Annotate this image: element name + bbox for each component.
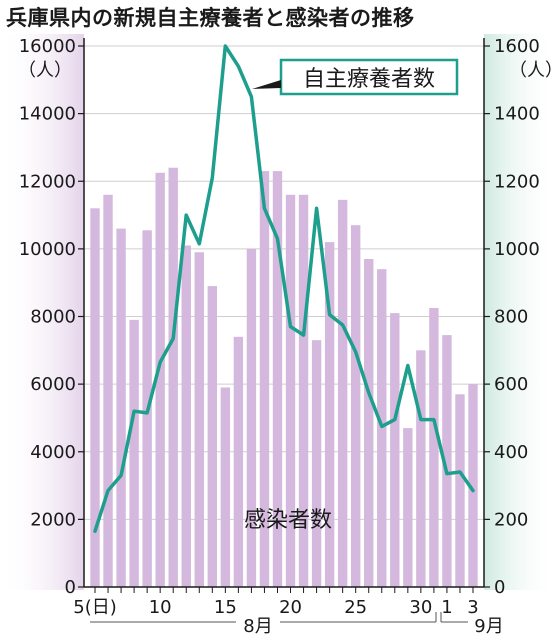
- right-tick-label: 1000: [494, 239, 540, 260]
- bar: [181, 245, 191, 587]
- x-tick-label: 3: [467, 597, 478, 618]
- month-label-sep: 9月: [474, 616, 503, 637]
- bar: [168, 167, 178, 587]
- x-tick-label: 20: [279, 597, 302, 618]
- bar: [403, 428, 413, 587]
- line-series: [93, 44, 475, 533]
- bar: [90, 208, 100, 588]
- right-tick-label: 1200: [494, 171, 540, 192]
- line-legend-pointer: [252, 80, 281, 89]
- bar: [324, 242, 335, 588]
- x-tick-label: 1: [441, 597, 452, 618]
- bar: [429, 308, 439, 587]
- bar: [390, 313, 400, 587]
- bar: [103, 194, 113, 587]
- left-axis-band: [0, 34, 84, 590]
- left-axis-ticks: 0 2000 4000 6000 8000 10000 12000 14000 16000: [19, 36, 84, 598]
- bar: [468, 384, 478, 587]
- right-tick-label: 200: [494, 509, 528, 530]
- bar: [285, 194, 296, 587]
- x-axis-ticks: 5(日) 10 15 20 25 30 1 3: [73, 587, 479, 618]
- line-legend-label: 自主療養者数: [303, 67, 435, 92]
- month-brackets: [90, 612, 508, 634]
- bar: [259, 171, 270, 587]
- bar: [298, 194, 309, 587]
- left-tick-label: 6000: [30, 374, 76, 395]
- bar-series-label: 感染者数: [244, 508, 332, 533]
- left-tick-label: 10000: [19, 239, 76, 260]
- bar: [220, 387, 231, 587]
- right-axis-unit: （人）: [509, 60, 556, 81]
- month-label-aug: 8月: [243, 616, 272, 637]
- left-axis-unit: （人）: [18, 60, 72, 81]
- bar: [311, 340, 322, 587]
- bar: [337, 199, 348, 588]
- right-tick-label: 1600: [494, 36, 540, 57]
- right-axis-ticks: 0 200 400 600 800 1000 1200 1400 1600: [484, 36, 540, 598]
- bar: [246, 248, 257, 587]
- bar: [116, 228, 126, 587]
- line-series-legend: 自主療養者数: [252, 58, 459, 96]
- x-tick-label: 5(日): [73, 597, 117, 618]
- bar: [272, 171, 283, 587]
- axes: [83, 38, 485, 588]
- bar: [155, 172, 165, 587]
- left-tick-label: 8000: [30, 307, 76, 328]
- left-tick-label: 2000: [30, 509, 76, 530]
- bar: [442, 335, 452, 587]
- chart-title: 兵庫県内の新規自主療養者と感染者の推移: [6, 6, 415, 30]
- bar: [207, 286, 218, 587]
- left-tick-label: 12000: [19, 171, 76, 192]
- bar: [129, 319, 139, 587]
- right-tick-label: 600: [494, 374, 528, 395]
- bar: [233, 336, 244, 587]
- left-tick-label: 0: [65, 577, 76, 598]
- left-tick-label: 4000: [30, 442, 76, 463]
- x-tick-label: 10: [149, 597, 172, 618]
- left-tick-label: 14000: [19, 104, 76, 125]
- line-legend-box: [279, 58, 459, 96]
- bar: [455, 394, 465, 587]
- right-tick-label: 0: [494, 577, 505, 598]
- right-tick-label: 1400: [494, 104, 540, 125]
- left-tick-label: 16000: [19, 36, 76, 57]
- right-tick-label: 400: [494, 442, 528, 463]
- line-path: [93, 44, 475, 533]
- right-tick-label: 800: [494, 307, 528, 328]
- right-axis-band: [484, 34, 556, 590]
- x-tick-label: 30: [409, 597, 432, 618]
- bar: [194, 252, 204, 587]
- bar: [416, 350, 426, 587]
- bar: [350, 225, 361, 588]
- x-tick-label: 25: [344, 597, 367, 618]
- x-tick-label: 15: [214, 597, 237, 618]
- bar: [364, 259, 374, 587]
